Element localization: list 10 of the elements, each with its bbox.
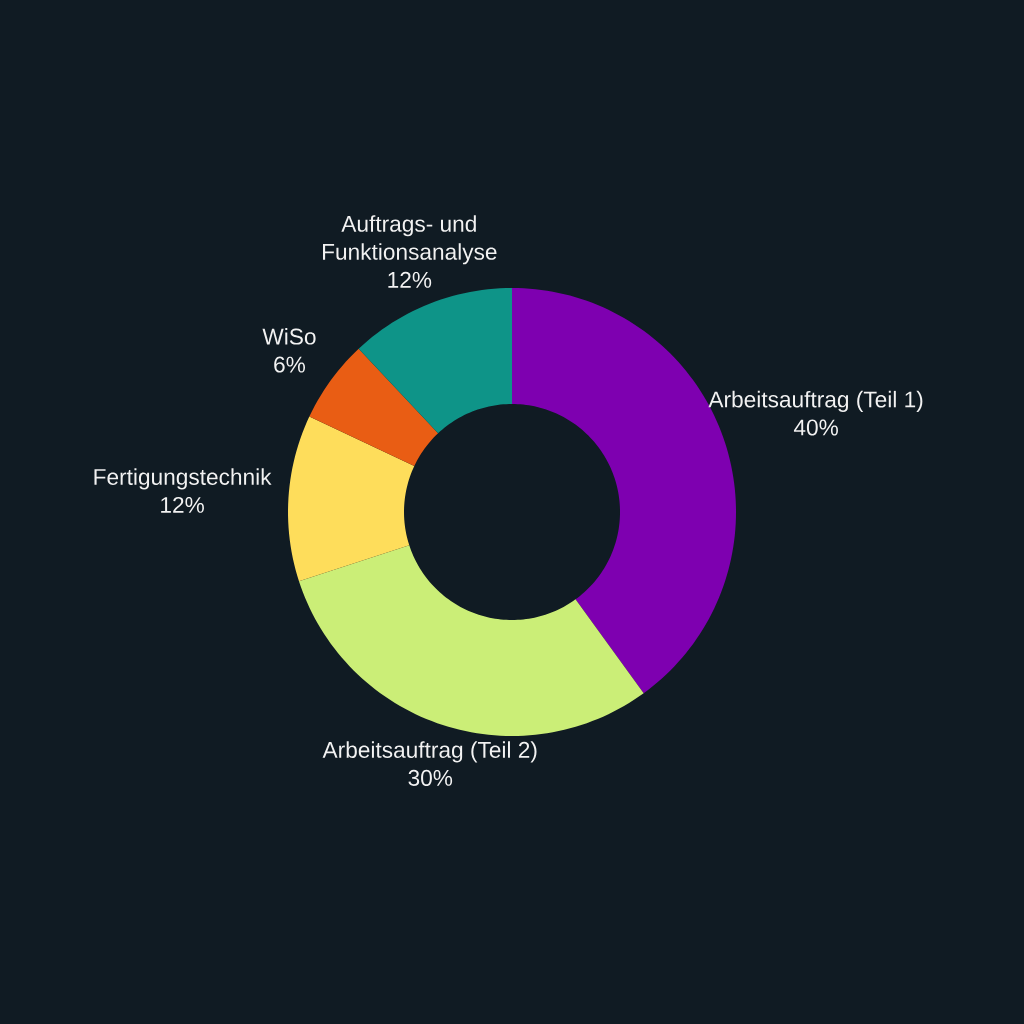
slice-label: WiSo [262,327,316,345]
data-label: 40% [793,419,838,436]
data-label: 6% [274,356,306,373]
slice-label: Arbeitsauftrag (Teil 1) [708,390,923,412]
data-label: 30% [408,769,453,786]
slice-label: Arbeitsauftrag (Teil 2) [322,741,537,763]
slice-label: Fertigungstechnik [94,468,272,490]
slice-label: Auftrags- und Funktionsanalyse [323,215,497,265]
data-label: 12% [388,271,432,288]
data-label: 12% [161,496,204,513]
